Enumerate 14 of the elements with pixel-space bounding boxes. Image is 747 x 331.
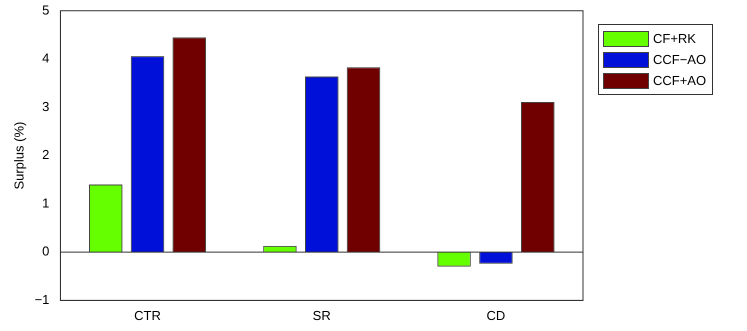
y-tick-label: 1 <box>42 195 50 210</box>
x-tick-label: CD <box>486 308 506 323</box>
legend-label: CF+RK <box>653 31 696 46</box>
x-tick-label: CTR <box>134 308 161 323</box>
y-tick-label: −1 <box>34 292 50 307</box>
x-tick-label: SR <box>312 308 331 323</box>
legend-label: CCF−AO <box>653 52 706 67</box>
y-axis-title: Surplus (%) <box>11 122 26 190</box>
y-tick-label: 5 <box>42 2 50 18</box>
y-tick-label: 4 <box>42 50 50 66</box>
y-tick-label: 3 <box>42 98 50 114</box>
legend-label: CCF+AO <box>653 73 706 88</box>
y-tick-label: 2 <box>42 147 50 162</box>
y-tick-label: 0 <box>42 244 50 259</box>
